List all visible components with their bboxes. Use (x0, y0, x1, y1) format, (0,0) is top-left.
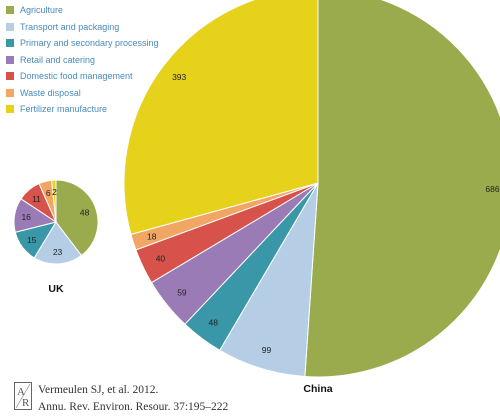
legend-label: Transport and packaging (20, 21, 120, 32)
legend-swatch (6, 55, 14, 64)
legend-swatch (6, 39, 14, 48)
legend-label: Primary and secondary processing (20, 38, 159, 49)
pie-slice (304, 0, 500, 378)
legend-swatch (6, 72, 14, 81)
legend-swatch (6, 88, 14, 97)
pie-slice (51, 179, 57, 223)
citation-line-2: Annu. Rev. Environ. Resour. 37:195–222 (38, 401, 229, 413)
pie-china: 686 99 48 59 40 18 393 China (123, 0, 500, 395)
citation-line-1: Vermeulen SJ, et al. 2012. (38, 384, 159, 396)
svg-text:R: R (22, 397, 30, 409)
legend-label: Fertilizer manufacture (20, 104, 108, 115)
legend-label: Retail and catering (20, 54, 96, 65)
slice-value-label: 18 (147, 231, 157, 241)
pie-slice (33, 221, 83, 265)
svg-text:A: A (17, 386, 25, 398)
annual-reviews-logo: A R (14, 382, 32, 410)
legend-item: Fertilizer manufacture (6, 101, 159, 118)
slice-value-label: 40 (156, 253, 166, 263)
slice-value-label: 393 (172, 72, 186, 82)
legend-item: Primary and secondary processing (6, 35, 159, 52)
legend-item: Transport and packaging (6, 19, 159, 36)
legend-label: Waste disposal (20, 87, 81, 98)
pie-slice (55, 179, 99, 257)
slice-value-label: 16 (21, 212, 31, 222)
citation: A R Vermeulen SJ, et al. 2012. Annu. Rev… (14, 382, 228, 416)
legend: Agriculture Transport and packaging Primar… (6, 2, 159, 118)
slice-value-label: 11 (32, 194, 41, 204)
legend-item: Agriculture (6, 2, 159, 19)
pie-slice (123, 0, 319, 235)
pie-title: China (303, 383, 332, 395)
legend-item: Domestic food management (6, 68, 159, 85)
legend-swatch (6, 6, 14, 15)
legend-swatch (6, 105, 14, 114)
legend-swatch (6, 22, 14, 31)
slice-value-label: 2 (52, 187, 57, 197)
slice-value-label: 23 (53, 247, 63, 257)
pie-title: UK (48, 283, 64, 295)
slice-value-label: 686 (485, 184, 499, 194)
legend-item: Waste disposal (6, 85, 159, 102)
legend-item: Retail and catering (6, 52, 159, 69)
slice-value-label: 99 (262, 345, 272, 355)
slice-value-label: 15 (27, 235, 37, 245)
legend-label: Domestic food management (20, 71, 133, 82)
slice-value-label: 6 (46, 188, 51, 198)
legend-label: Agriculture (20, 5, 64, 16)
slice-value-label: 59 (177, 287, 187, 297)
slice-value-label: 48 (209, 318, 219, 328)
slice-value-label: 48 (80, 207, 90, 217)
